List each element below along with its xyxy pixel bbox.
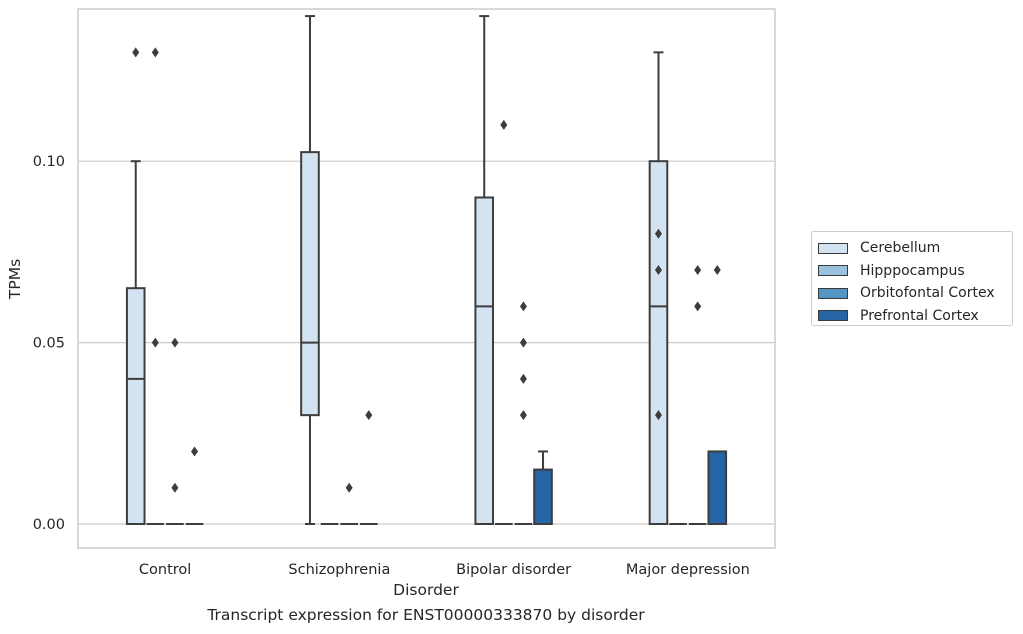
box-rect: [533, 468, 553, 525]
legend-item: Hipppocampus: [818, 260, 1006, 283]
y-axis-ticks: 0.000.050.100.150.200.25: [33, 154, 65, 533]
plot-area: [77, 8, 776, 549]
box-orbitofontal-cortex: [166, 337, 184, 525]
box-hipppocampus: [495, 119, 513, 525]
legend-swatch: [818, 287, 848, 299]
legend-item: Prefrontal Cortex: [818, 305, 1006, 328]
outlier-point: [694, 301, 702, 312]
box-cerebellum: [474, 15, 495, 525]
legend-label: Hipppocampus: [860, 262, 965, 279]
outlier-point: [500, 119, 508, 130]
outlier-point: [151, 337, 159, 348]
outlier-point: [132, 47, 140, 58]
box-orbitofontal-cortex: [688, 265, 707, 525]
outlier-point: [519, 337, 527, 348]
legend-item: Orbitofontal Cortex: [818, 282, 1006, 305]
outlier-point: [654, 228, 662, 239]
outlier-point: [654, 410, 662, 421]
box-rect: [300, 151, 320, 417]
y-tick-label: 0.05: [33, 336, 65, 352]
y-tick-label: 0.10: [33, 154, 65, 170]
legend-swatch: [818, 242, 848, 254]
legend-label: Prefrontal Cortex: [860, 307, 979, 324]
outlier-point: [151, 47, 159, 58]
box-cerebellum: [125, 47, 146, 525]
x-axis-title: Disorder: [393, 581, 459, 599]
box-rect: [125, 287, 146, 525]
x-tick-label: Major depression: [626, 562, 750, 578]
legend-swatch: [818, 265, 848, 277]
x-tick-label: Bipolar disorder: [456, 562, 571, 578]
outlier-point: [191, 446, 199, 457]
outlier-point: [171, 482, 179, 493]
chart-caption: Transcript expression for ENST0000033387…: [207, 606, 645, 624]
box-rect: [707, 450, 728, 525]
legend: Cerebellum Hipppocampus Orbitofontal Corte…: [811, 231, 1013, 326]
outlier-point: [519, 301, 527, 312]
outlier-point: [171, 337, 179, 348]
box-prefrontal-cortex: [359, 410, 378, 525]
box-prefrontal-cortex: [707, 265, 728, 525]
box-orbitofontal-cortex: [514, 301, 533, 525]
outlier-point: [519, 410, 527, 421]
box-prefrontal-cortex: [185, 446, 204, 525]
outlier-point: [694, 265, 702, 276]
outlier-point: [519, 373, 527, 384]
outlier-point: [345, 482, 353, 493]
x-axis-ticks: Control Schizophrenia Bipolar disorder Majo…: [139, 562, 750, 578]
outlier-point: [365, 410, 373, 421]
box-rect: [474, 196, 495, 525]
outlier-point: [713, 265, 721, 276]
plot-frame: [77, 8, 776, 549]
y-axis-title: TPMs: [6, 259, 24, 300]
box-cerebellum: [648, 51, 669, 525]
box-hipppocampus: [146, 47, 165, 525]
legend-item: Cerebellum: [818, 237, 1006, 260]
x-tick-label: Schizophrenia: [288, 562, 390, 578]
x-tick-label: Control: [139, 562, 191, 578]
box-rect: [648, 160, 669, 525]
box-orbitofontal-cortex: [340, 482, 358, 525]
y-tick-label: 0.00: [33, 517, 65, 533]
box-cerebellum: [300, 15, 320, 525]
legend-swatch: [818, 310, 848, 322]
box-prefrontal-cortex: [533, 450, 553, 525]
legend-label: Cerebellum: [860, 240, 941, 257]
legend-label: Orbitofontal Cortex: [860, 285, 995, 302]
grid-lines: [78, 160, 775, 525]
outlier-point: [654, 265, 662, 276]
